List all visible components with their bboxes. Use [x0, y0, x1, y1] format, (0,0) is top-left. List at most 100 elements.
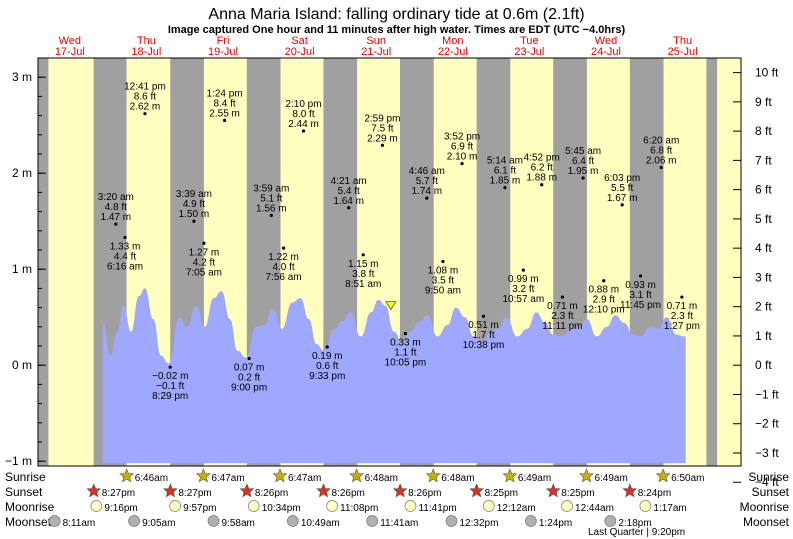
high-tide-point: [347, 206, 351, 210]
tide-label: 5.1 ft: [260, 193, 282, 204]
y-tick-label-ft: 9 ft: [755, 95, 772, 109]
y-tick-label-ft: 7 ft: [755, 153, 772, 167]
tide-label: 11:11 pm: [542, 321, 582, 332]
moonset-time: 12:32pm: [460, 518, 499, 529]
sunrise-time: 6:50am: [671, 473, 704, 484]
moonrise-time: 9:57pm: [183, 503, 216, 514]
tide-label: 2:10 pm: [285, 99, 321, 110]
almanac-row-label-right: Sunrise: [748, 470, 789, 484]
low-tide-point: [560, 295, 565, 299]
tide-area: [102, 288, 686, 464]
moonrise-time: 12:44am: [575, 503, 614, 514]
moonrise-time: 10:34pm: [262, 503, 301, 514]
sunrise-icon: [195, 468, 211, 483]
tide-label: 1.47 m: [101, 212, 132, 223]
tide-label: 6.2 ft: [531, 163, 553, 174]
y-tick-label-ft: −1 ft: [755, 387, 779, 401]
high-tide-point: [620, 203, 624, 207]
tide-label: 6.8 ft: [650, 145, 672, 156]
almanac-row-label-left: Moonset: [5, 515, 52, 529]
day-label-dow: Thu: [137, 35, 156, 47]
tide-label: 3.1 ft: [629, 290, 651, 301]
tide-label: 8.6 ft: [134, 92, 156, 103]
tide-label: 1.67 m: [607, 193, 638, 204]
moonset-icon: [604, 515, 617, 527]
tide-label: 4.8 ft: [105, 202, 127, 213]
high-tide-point: [425, 196, 429, 200]
tide-label: 1.27 m: [189, 247, 220, 258]
high-tide-point: [301, 129, 306, 133]
tide-label: 7:05 am: [186, 267, 222, 278]
sunset-icon: [469, 483, 485, 498]
tide-label: 3.5 ft: [432, 276, 454, 287]
tide-label: 9:33 pm: [309, 371, 345, 382]
sunrise-icon: [349, 468, 365, 483]
day-label-date: 23-Jul: [514, 46, 544, 58]
tide-label: 6:03 pm: [604, 173, 640, 184]
tide-label: 1:24 pm: [207, 88, 243, 99]
tide-label: 2:59 pm: [364, 113, 400, 124]
y-tick-label-ft: 3 ft: [755, 270, 772, 284]
moonset-icon: [286, 515, 299, 527]
day-label-date: 20-Jul: [285, 46, 315, 58]
moonset-time: 9:05am: [142, 518, 175, 529]
tide-label: 2.62 m: [130, 102, 161, 113]
day-label-dow: Wed: [595, 35, 617, 47]
sunset-time: 8:26pm: [332, 488, 365, 499]
sunset-time: 8:27pm: [102, 488, 135, 499]
moonset-icon: [128, 515, 140, 527]
tide-label: 10:38 pm: [463, 340, 505, 351]
tide-label: 4.4 ft: [114, 252, 136, 263]
day-label-dow: Wed: [59, 35, 81, 47]
tide-label: 4:52 pm: [524, 153, 560, 164]
sunset-time: 8:26pm: [408, 488, 441, 499]
moonrise-icon: [561, 500, 573, 512]
moon-phase-note: Last Quarter | 9:20pm: [588, 527, 685, 538]
tide-label: 0.71 m: [667, 301, 698, 312]
moonset-icon: [207, 515, 220, 527]
tide-label: 4.9 ft: [183, 199, 205, 210]
y-tick-label-ft: 6 ft: [755, 183, 772, 197]
high-tide-point: [659, 165, 663, 170]
tide-label: 3:52 pm: [444, 132, 480, 143]
tide-label: 6.9 ft: [451, 142, 473, 153]
tide-label: 5.5 ft: [611, 183, 633, 194]
y-tick-label-m: 3 m: [12, 70, 32, 84]
day-label-dow: Fri: [217, 35, 230, 47]
moonrise-time: 12:12am: [497, 503, 536, 514]
tide-label: 1:27 pm: [664, 321, 700, 332]
high-tide-point: [503, 186, 507, 190]
tide-label: 2.3 ft: [671, 311, 693, 322]
moonset-time: 9:58am: [222, 518, 255, 529]
y-tick-label-m: 2 m: [12, 166, 32, 180]
y-tick-label-m: 0 m: [12, 358, 32, 372]
y-tick-label-ft: 4 ft: [755, 241, 772, 255]
sunset-time: 8:25pm: [485, 488, 518, 499]
tide-label: 5.7 ft: [416, 176, 438, 187]
low-tide-point: [202, 241, 206, 245]
moonrise-icon: [404, 500, 417, 512]
almanac-row-label-left: Moonrise: [5, 500, 55, 514]
sunset-icon: [162, 483, 178, 498]
day-label-date: 19-Jul: [208, 46, 238, 58]
day-label-date: 22-Jul: [438, 46, 468, 58]
tide-label: 1.1 ft: [394, 348, 416, 359]
tide-label: 0.2 ft: [238, 372, 260, 383]
sunrise-icon: [425, 468, 441, 483]
moonrise-icon: [90, 500, 103, 512]
tide-label: 5.4 ft: [338, 186, 360, 197]
day-label-dow: Mon: [442, 35, 463, 47]
high-tide-point: [143, 112, 147, 116]
sunrise-icon: [272, 468, 288, 483]
tide-label: 6:20 am: [643, 135, 679, 146]
tide-label: 9:50 am: [425, 286, 461, 297]
y-tick-label-ft: 0 ft: [755, 358, 772, 372]
sunset-icon: [316, 483, 331, 498]
current-tide-marker: [385, 301, 397, 311]
tide-label: 2.44 m: [288, 119, 319, 130]
high-tide-point: [460, 162, 464, 166]
high-tide-point: [114, 222, 118, 226]
tide-label: 0.71 m: [547, 301, 578, 312]
